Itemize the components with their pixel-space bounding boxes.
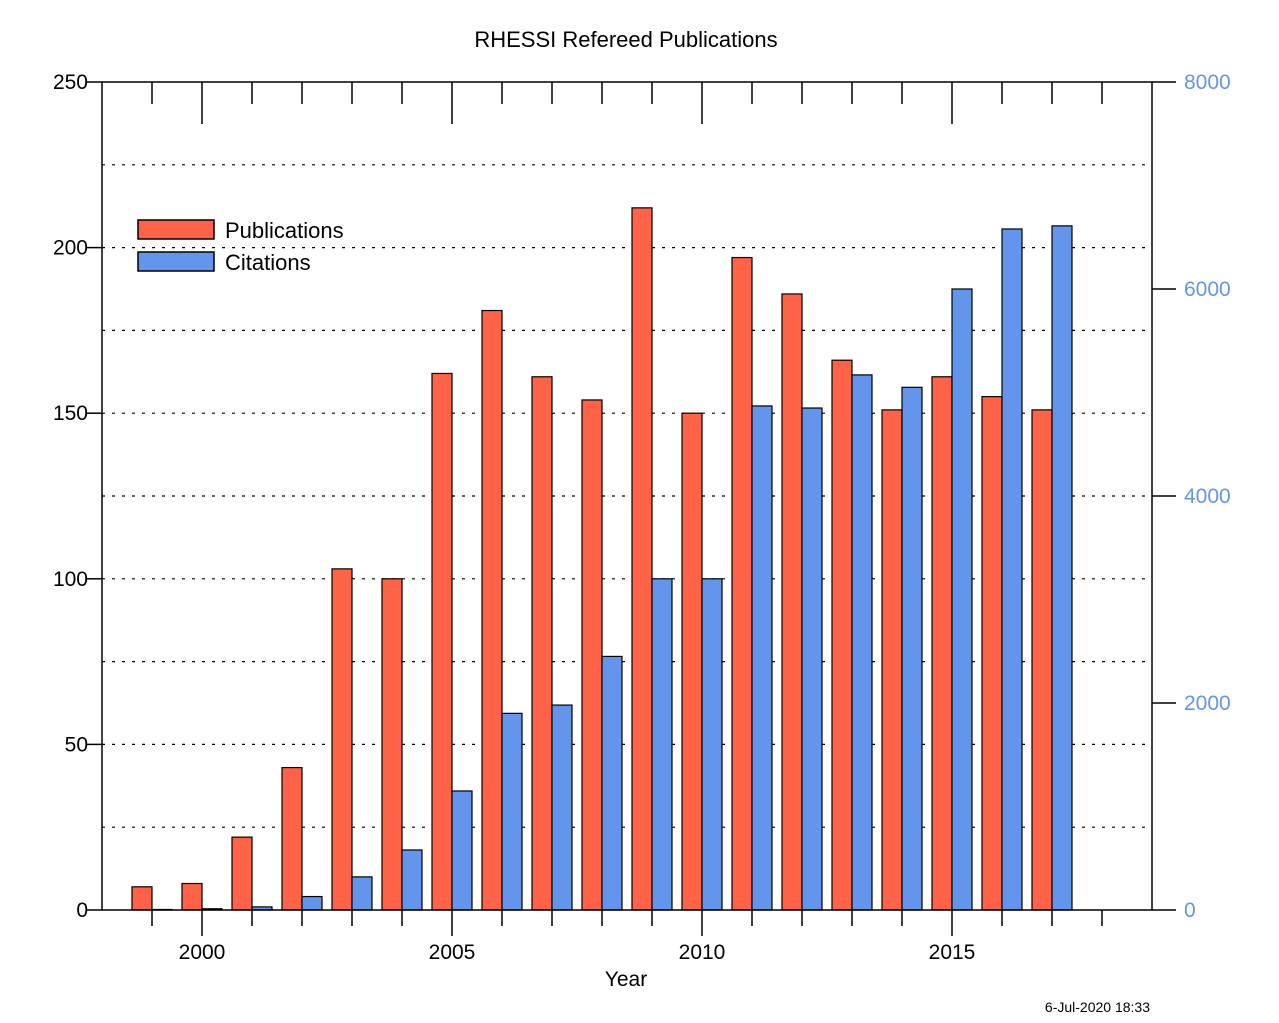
bar-citations-2015 <box>951 288 973 911</box>
bar-citations-2012 <box>801 407 823 911</box>
chart-title: RHESSI Refereed Publications <box>474 27 777 52</box>
bar-publications-2004 <box>381 578 403 911</box>
bar-publications-2006 <box>481 309 503 911</box>
x-tick-label: 2010 <box>679 941 726 964</box>
bar-publications-2000 <box>181 882 203 911</box>
bar-citations-2007 <box>551 704 573 911</box>
bar-publications-2015 <box>931 376 953 911</box>
bar-publications-2011 <box>731 256 753 911</box>
bar-citations-2009 <box>651 578 673 911</box>
left-tick-label: 50 <box>65 733 88 756</box>
left-tick-label: 200 <box>53 237 88 260</box>
bar-citations-2003 <box>351 876 373 911</box>
bar-publications-2002 <box>281 766 303 911</box>
bar-publications-2014 <box>881 409 903 911</box>
left-tick-label: 150 <box>53 402 88 425</box>
legend-swatch-publications <box>137 219 215 240</box>
legend-label-publications: Publications <box>225 218 344 243</box>
bar-publications-2003 <box>331 568 353 911</box>
bar-publications-2009 <box>631 207 653 911</box>
right-tick-label: 6000 <box>1184 278 1231 301</box>
bar-citations-2014 <box>901 386 923 911</box>
timestamp: 6-Jul-2020 18:33 <box>1045 999 1150 1015</box>
bar-citations-2004 <box>401 849 423 911</box>
bar-citations-2006 <box>501 712 523 911</box>
bar-citations-2005 <box>451 790 473 911</box>
bar-citations-2002 <box>301 895 323 911</box>
x-axis-label: Year <box>605 968 647 991</box>
bar-citations-2017 <box>1051 225 1073 911</box>
x-tick-label: 2000 <box>179 941 226 964</box>
bar-citations-2010 <box>701 578 723 911</box>
right-tick-label: 0 <box>1184 899 1196 922</box>
legend-swatch-citations <box>137 251 215 272</box>
bar-publications-2007 <box>531 376 553 911</box>
bar-citations-2008 <box>601 655 623 911</box>
left-tick-label: 250 <box>53 71 88 94</box>
right-tick-label: 8000 <box>1184 71 1231 94</box>
bar-publications-2010 <box>681 412 703 911</box>
x-axis: 2000 2005 2010 2015 <box>179 941 976 964</box>
right-tick-label: 4000 <box>1184 485 1231 508</box>
bar-publications-2008 <box>581 399 603 911</box>
bar-publications-2001 <box>231 836 253 911</box>
axis-ticks <box>151 82 1103 936</box>
bar-publications-2016 <box>981 396 1003 911</box>
x-tick-label: 2005 <box>429 941 476 964</box>
bar-publications-2005 <box>431 372 453 911</box>
bar-publications-2012 <box>781 293 803 911</box>
left-tick-label: 100 <box>53 568 88 591</box>
legend-label-citations: Citations <box>225 250 311 275</box>
left-tick-label: 0 <box>76 899 88 922</box>
right-tick-label: 2000 <box>1184 692 1231 715</box>
bar-citations-2016 <box>1001 228 1023 911</box>
x-tick-label: 2015 <box>929 941 976 964</box>
bars <box>131 207 1073 911</box>
bar-citations-2011 <box>751 405 773 911</box>
bar-citations-2013 <box>851 374 873 911</box>
bar-publications-1999 <box>131 886 153 911</box>
legend: Publications Citations <box>137 218 344 275</box>
bar-publications-2017 <box>1031 409 1053 911</box>
left-axis: 0 50 100 150 200 250 <box>53 71 102 922</box>
bar-publications-2013 <box>831 359 853 911</box>
right-axis: 0 2000 4000 6000 8000 <box>1152 71 1231 922</box>
